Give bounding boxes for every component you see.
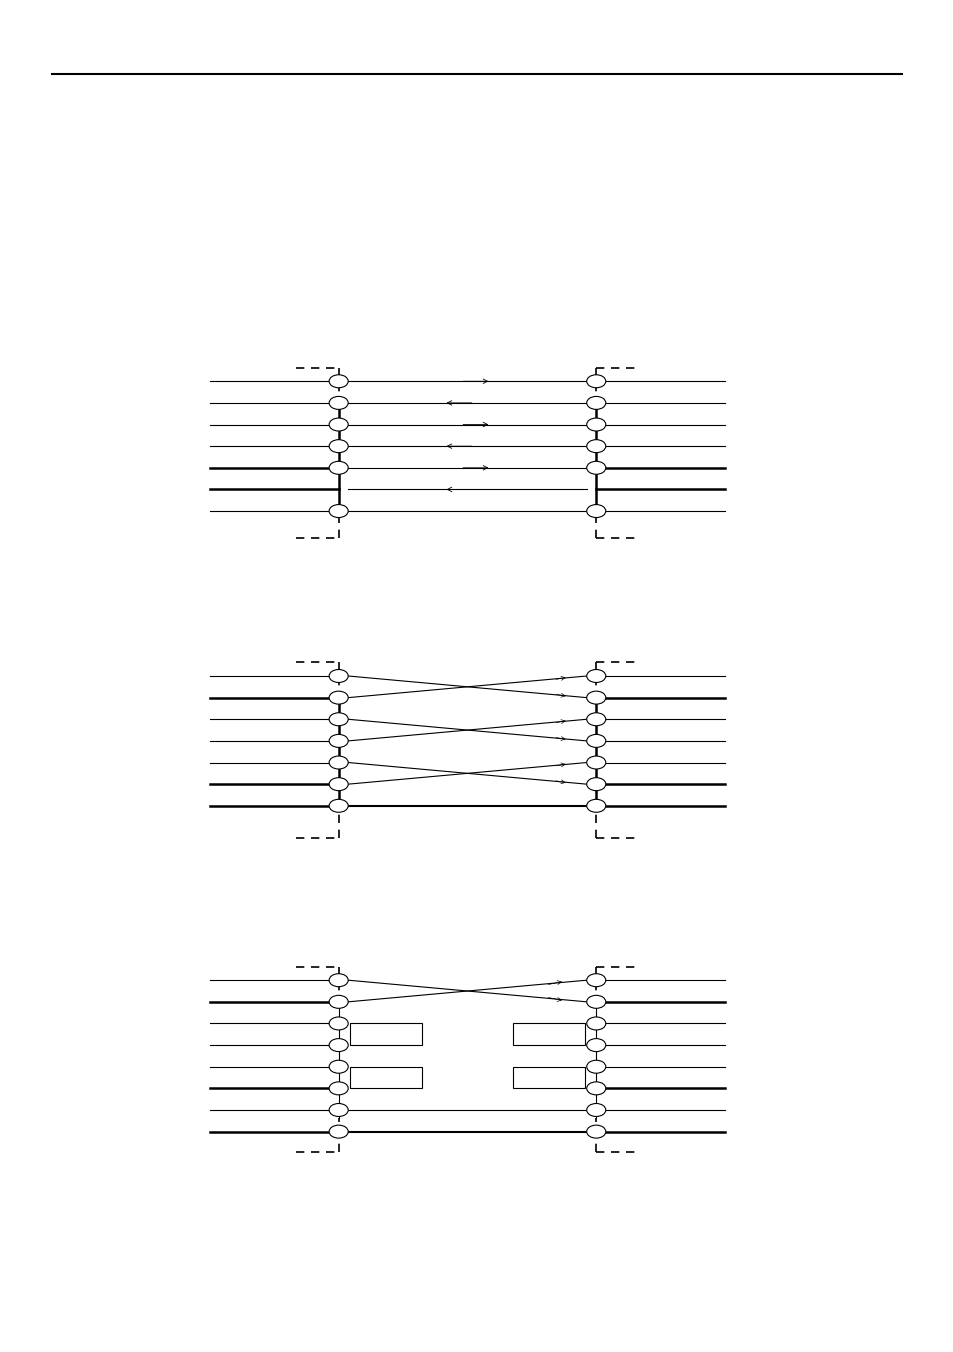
Ellipse shape bbox=[586, 973, 605, 987]
Ellipse shape bbox=[586, 396, 605, 410]
Ellipse shape bbox=[329, 777, 348, 791]
Ellipse shape bbox=[586, 734, 605, 748]
Ellipse shape bbox=[329, 1038, 348, 1052]
Bar bbox=[513, 1067, 584, 1088]
Ellipse shape bbox=[586, 1103, 605, 1117]
Ellipse shape bbox=[586, 1082, 605, 1095]
Bar bbox=[350, 1067, 421, 1088]
Ellipse shape bbox=[329, 691, 348, 704]
Ellipse shape bbox=[586, 375, 605, 388]
Ellipse shape bbox=[329, 973, 348, 987]
Ellipse shape bbox=[329, 1125, 348, 1138]
Ellipse shape bbox=[329, 1017, 348, 1030]
Ellipse shape bbox=[586, 713, 605, 726]
Ellipse shape bbox=[586, 777, 605, 791]
Ellipse shape bbox=[329, 799, 348, 813]
Ellipse shape bbox=[329, 461, 348, 475]
Ellipse shape bbox=[329, 439, 348, 453]
Ellipse shape bbox=[586, 691, 605, 704]
Bar bbox=[513, 1023, 584, 1045]
Ellipse shape bbox=[329, 375, 348, 388]
Ellipse shape bbox=[329, 1060, 348, 1073]
Ellipse shape bbox=[329, 734, 348, 748]
Ellipse shape bbox=[586, 756, 605, 769]
Bar bbox=[350, 1023, 421, 1045]
Ellipse shape bbox=[329, 756, 348, 769]
Ellipse shape bbox=[329, 1082, 348, 1095]
Ellipse shape bbox=[586, 461, 605, 475]
Ellipse shape bbox=[329, 504, 348, 518]
Ellipse shape bbox=[586, 1060, 605, 1073]
Ellipse shape bbox=[586, 439, 605, 453]
Ellipse shape bbox=[586, 418, 605, 431]
Ellipse shape bbox=[586, 799, 605, 813]
Ellipse shape bbox=[586, 1125, 605, 1138]
Ellipse shape bbox=[329, 418, 348, 431]
Ellipse shape bbox=[586, 995, 605, 1009]
Ellipse shape bbox=[329, 713, 348, 726]
Ellipse shape bbox=[329, 669, 348, 683]
Ellipse shape bbox=[586, 669, 605, 683]
Ellipse shape bbox=[586, 1017, 605, 1030]
Ellipse shape bbox=[586, 1038, 605, 1052]
Ellipse shape bbox=[329, 396, 348, 410]
Ellipse shape bbox=[586, 504, 605, 518]
Ellipse shape bbox=[329, 995, 348, 1009]
Ellipse shape bbox=[329, 1103, 348, 1117]
